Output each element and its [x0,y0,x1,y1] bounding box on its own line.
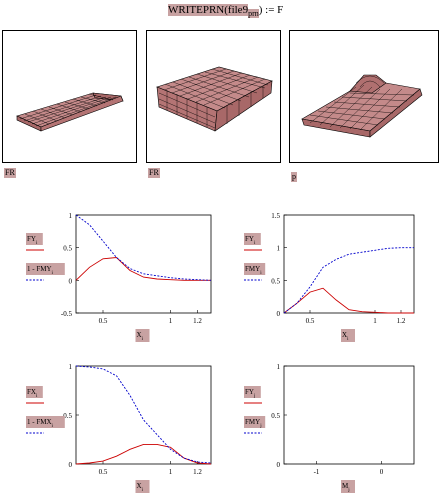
surface-plot-3[interactable] [289,30,439,163]
legend-label-bg [244,416,266,428]
x-axis-label-sub: i [142,488,144,493]
surface-mesh-2 [156,66,273,132]
x-tick-label: 0.5 [306,317,315,325]
legend-label: FXi [27,388,38,399]
legend-label-bg [26,233,43,245]
y-tick-label: 1.5 [271,212,280,220]
plot-frame [75,214,212,314]
x-tick-label: 1.2 [397,317,406,325]
plot-frame [283,214,415,314]
legend-label-sub: i [254,241,256,246]
legend-label-sub: i [260,271,262,276]
legend-label-sub: i [36,394,38,399]
legend-label: 1 - FMXi [27,418,54,429]
chart-2-svg: 1.5 1 0.5 0 0.5 1 1.2 Xi FYi FMYi [244,212,415,342]
surface-mesh-1 [16,92,124,132]
x-tick-label: -1 [314,468,320,476]
x-axis-label: Mj [342,482,350,493]
line-chart-4[interactable]: 1 0.5 0 -1 0 Mj FYj FMYj [240,358,440,496]
series-line-2 [75,214,212,281]
surface-mesh-3 [301,74,423,138]
y-tick-label: 0.5 [271,412,280,420]
y-tick-label: 1 [277,245,281,253]
surface-plot-2[interactable] [146,30,281,163]
formula-function-name: WRITEPRN [168,4,225,16]
y-tick-label: 1 [69,212,73,220]
formula-suffix: ) := F [258,4,284,16]
formula-arg-main: file9 [227,4,249,16]
plot-frame [75,365,212,465]
y-tick-label: 0.5 [271,277,280,285]
x-axis-label-sub: i [347,337,349,342]
x-tick-label: 0 [380,468,384,476]
y-tick-label: 1 [69,363,73,371]
y-tick-label: 1 [277,363,281,371]
x-tick-label: 0.5 [99,317,108,325]
surface-plot-2-canvas [156,66,273,132]
y-tick-label: 0.5 [63,245,72,253]
x-tick-label: 1 [169,468,173,476]
legend-label-bg [26,416,65,428]
x-axis-label-bg [341,480,355,493]
legend-label-sub: j [259,424,261,429]
surface-plot-1-label: FR [4,168,16,178]
x-axis-label: Xi [137,482,144,493]
chart-1-svg: 1 0.5 0 -0.5 0.5 1 1.2 Xi FYi 1 - FMYi [26,212,212,342]
legend-label: 1 - FMYi [27,265,54,276]
x-tick-label: 0.5 [99,468,108,476]
chart-4-svg: 1 0.5 0 -1 0 Mj FYj FMYj [244,363,415,493]
series-line-2 [75,365,212,464]
x-tick-label: 1.2 [193,468,202,476]
legend-label-bg [244,386,261,398]
y-tick-label: 0 [277,310,281,318]
legend-label: FMYj [245,418,262,429]
line-chart-2[interactable]: 1.5 1 0.5 0 0.5 1 1.2 Xi FYi FMYi [240,205,440,350]
legend-label-sub: i [36,241,38,246]
y-tick-label: 0.5 [63,412,72,420]
x-axis-label: Xi [137,331,144,342]
series-line-1 [75,257,211,281]
chart-3-svg: 1 0.5 0 0.5 1 1.2 Xi FXi 1 - FMXi [26,363,212,493]
x-axis-label: Xi [342,331,349,342]
legend-label: FYj [245,388,255,399]
legend-label-bg [244,263,266,275]
y-tick-label: 0 [277,461,281,469]
surface-plot-3-label: p [291,172,297,182]
formula-arg-sub: prn [248,9,259,18]
x-axis-label-bg [341,329,355,342]
legend-label-sub: i [52,271,54,276]
surface-plot-1[interactable] [2,30,137,163]
x-axis-label-bg [135,480,150,493]
surface-plot-2-label: FR [148,168,160,178]
plot-frame [283,365,415,465]
x-axis-label-bg [135,329,150,342]
y-tick-label: 0 [69,277,73,285]
x-axis-label-sub: i [142,337,144,342]
x-axis-label-sub: j [347,488,349,493]
writeprn-formula[interactable]: WRITEPRN(file9prn) := F [168,2,283,18]
series-line-2 [283,247,414,314]
legend-label-sub: j [253,394,255,399]
legend-label-bg [244,233,261,245]
x-tick-label: 1.2 [193,317,202,325]
y-tick-label: 0 [69,461,73,469]
series-line-1 [283,287,414,314]
legend-label: FMYi [245,265,262,276]
surface-plot-1-canvas [16,92,124,132]
y-tick-label: -0.5 [61,310,73,318]
legend-label-bg [26,263,65,275]
formula-open-paren: ( [224,4,228,16]
line-chart-1[interactable]: 1 0.5 0 -0.5 0.5 1 1.2 Xi FYi 1 - FMYi [26,205,222,350]
surface-plot-3-canvas [301,74,423,138]
x-tick-label: 1 [169,317,173,325]
line-chart-3[interactable]: 1 0.5 0 0.5 1 1.2 Xi FXi 1 - FMXi [26,358,222,496]
x-tick-label: 1 [373,317,377,325]
legend-label-bg [26,386,43,398]
legend-label: FYi [245,235,256,246]
legend-label-sub: i [52,424,54,429]
legend-label: FYi [27,235,38,246]
